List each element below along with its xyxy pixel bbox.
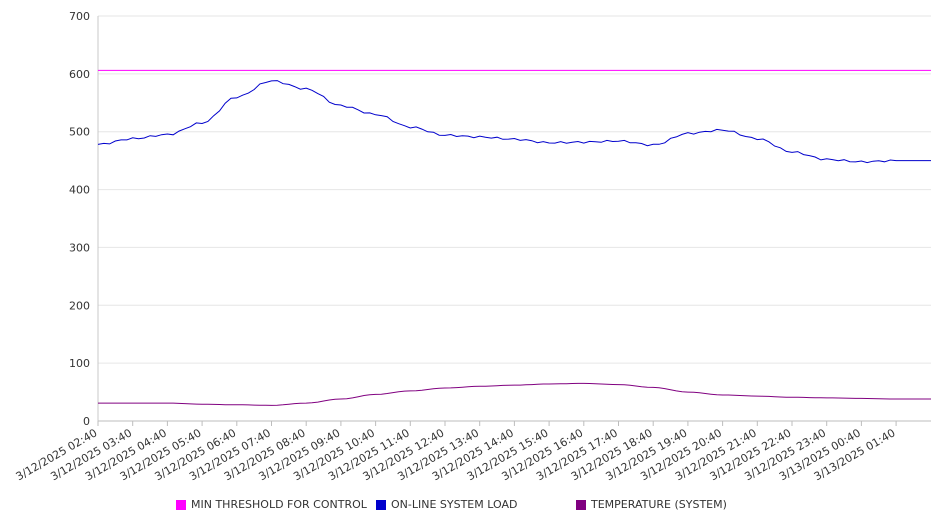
y-tick-label: 500 xyxy=(69,126,90,139)
series-line-temperature-system xyxy=(98,382,931,406)
y-tick-label: 700 xyxy=(69,10,90,23)
y-tick-label: 600 xyxy=(69,68,90,81)
y-tick-label: 400 xyxy=(69,184,90,197)
axis-layer: 0 100 200 300 400 500 600 700 xyxy=(69,10,931,428)
series-line-on-line-system-load xyxy=(97,80,931,164)
legend-swatch-min-threshold xyxy=(176,499,186,510)
y-tick-label: 200 xyxy=(69,299,90,312)
y-tick-label: 300 xyxy=(69,241,90,254)
y-tick-label: 100 xyxy=(69,357,90,370)
legend-label-system-load: ON-LINE SYSTEM LOAD xyxy=(391,498,518,511)
legend-item-system-load: ON-LINE SYSTEM LOAD xyxy=(376,498,517,511)
chart-legend: MIN THRESHOLD FOR CONTROL ON-LINE SYSTEM… xyxy=(0,498,946,514)
grid-layer xyxy=(98,15,931,364)
legend-swatch-system-load xyxy=(376,499,386,510)
legend-item-temperature: TEMPERATURE (SYSTEM) xyxy=(576,498,727,511)
legend-item-min-threshold: MIN THRESHOLD FOR CONTROL xyxy=(176,498,367,511)
legend-label-min-threshold: MIN THRESHOLD FOR CONTROL xyxy=(191,498,367,511)
y-tick-label: 0 xyxy=(83,415,90,428)
series-layer xyxy=(97,69,931,406)
legend-label-temperature: TEMPERATURE (SYSTEM) xyxy=(591,498,727,511)
legend-swatch-temperature xyxy=(576,499,586,510)
x-tick-labels: 3/12/2025 02:403/12/2025 03:403/12/2025 … xyxy=(14,426,898,483)
